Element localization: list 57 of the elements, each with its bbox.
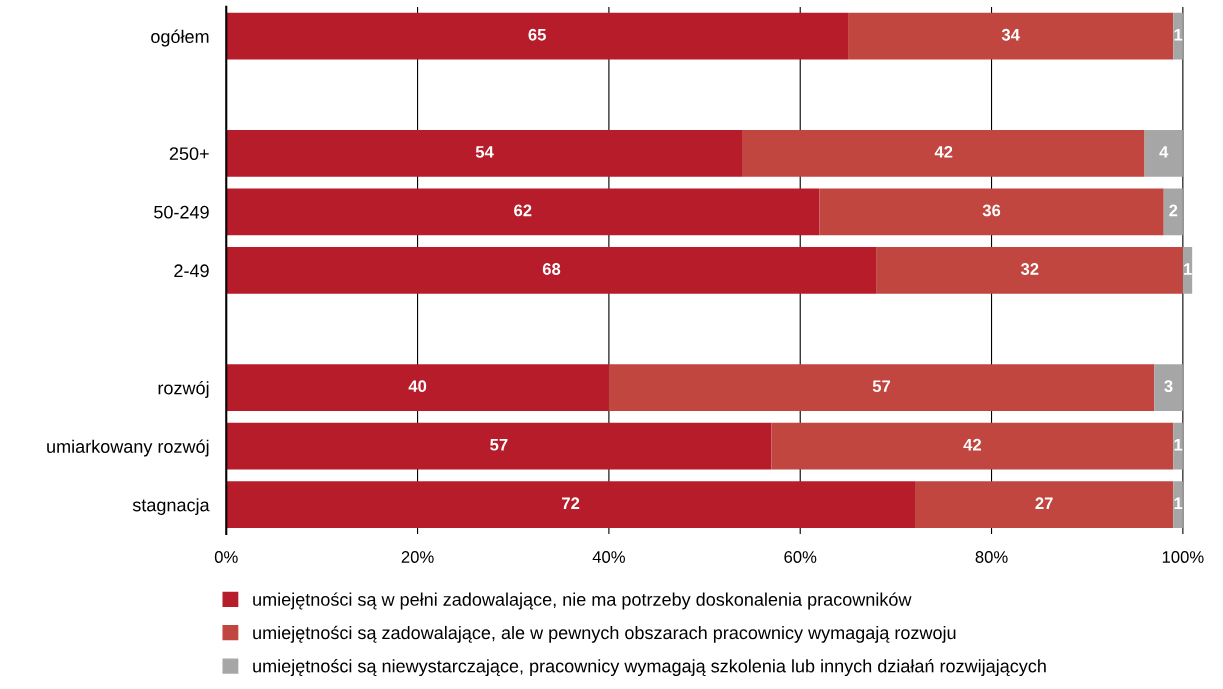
y-tick-label: 50-249	[154, 205, 209, 219]
data-label: 42	[963, 438, 982, 451]
x-tick-label: 40%	[592, 551, 625, 563]
bar	[1163, 188, 1183, 236]
bar	[1173, 422, 1183, 470]
bar	[226, 188, 820, 236]
bar	[226, 12, 849, 60]
data-label: 4	[1159, 146, 1169, 158]
bar	[226, 247, 877, 294]
bar	[226, 481, 916, 529]
y-tick-label: 250+	[169, 147, 209, 161]
bar	[742, 129, 1145, 177]
legend-label: umiejętności są w pełni zadowalające, nie ma potrzeby doskonalenia pracowników	[253, 592, 912, 610]
data-label: 54	[475, 146, 494, 158]
data-label: 62	[514, 204, 532, 217]
x-tick-label: 0%	[214, 551, 238, 563]
bar	[608, 364, 1155, 411]
data-label: 40	[408, 380, 427, 393]
bar	[1173, 481, 1183, 529]
bar	[226, 364, 609, 411]
data-label: 34	[1001, 28, 1020, 41]
bar	[771, 422, 1174, 470]
bar	[226, 422, 772, 470]
y-tick-label: stagnacja	[132, 498, 210, 515]
bar	[226, 129, 743, 177]
legend-label: umiejętności są zadowalające, ale w pewnych obszarach pracownicy wymagają rozwoju	[253, 625, 956, 643]
x-tick-label: 60%	[784, 551, 817, 563]
data-label: 1	[1174, 29, 1183, 41]
data-label: 2	[1169, 204, 1178, 217]
data-label: 65	[528, 28, 546, 41]
data-label: 57	[490, 438, 508, 451]
data-label: 1	[1174, 497, 1183, 509]
data-label: 27	[1035, 497, 1053, 509]
bar	[1173, 12, 1183, 60]
data-label: 1	[1184, 263, 1192, 275]
data-label: 68	[542, 263, 561, 275]
data-label: 32	[1020, 263, 1039, 275]
bar	[848, 12, 1174, 60]
bar	[819, 188, 1164, 236]
bar	[1144, 129, 1183, 177]
y-tick-label: ogółem	[151, 29, 209, 47]
y-tick-label: rozwój	[158, 380, 209, 398]
bar	[876, 247, 1183, 294]
x-tick-label: 100%	[1162, 551, 1204, 563]
data-label: 72	[562, 497, 580, 509]
data-label: 3	[1164, 380, 1173, 393]
data-label: 42	[934, 145, 953, 158]
legend-label: umiejętności są niewystarczające, pracownicy wymagają szkolenia lub innych działań rozwijających	[253, 659, 1046, 677]
bar	[1154, 364, 1183, 411]
x-tick-label: 20%	[401, 551, 434, 563]
data-label: 57	[872, 380, 891, 393]
data-label: 36	[982, 204, 1001, 217]
x-tick-label: 80%	[975, 551, 1008, 563]
y-tick-label: 2-49	[174, 264, 209, 278]
bar	[915, 481, 1174, 529]
data-label: 1	[1174, 438, 1183, 451]
y-tick-label: umiarkowany rozwój	[47, 439, 209, 457]
